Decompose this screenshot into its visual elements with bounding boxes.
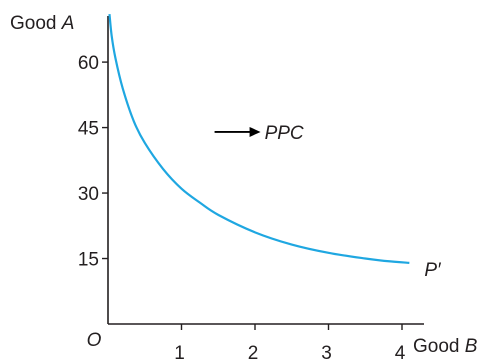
- y-axis-title-var: A: [61, 13, 75, 34]
- point-p-prime-label: P′: [424, 260, 442, 281]
- x-tick-label: 3: [321, 343, 332, 359]
- ppc-arrow-head: [249, 126, 261, 137]
- annotations: P P′ PPC: [91, 0, 442, 281]
- y-tick-label: 60: [78, 53, 99, 74]
- origin-label: O: [87, 330, 102, 351]
- ppc-curve-line: [108, 13, 410, 264]
- y-tick-label: 15: [78, 250, 99, 271]
- y-axis-title: Good A: [10, 13, 74, 34]
- ppc-label: PPC: [265, 123, 304, 144]
- y-tick-label: 30: [78, 184, 99, 205]
- x-tick-label: 2: [248, 343, 259, 359]
- x-tick-label: 4: [395, 343, 406, 359]
- point-p-label: P: [91, 0, 104, 4]
- y-axis-title-prefix: Good: [10, 13, 62, 34]
- x-axis-title-var: B: [465, 336, 478, 357]
- x-axis-title-prefix: Good: [413, 336, 465, 357]
- x-axis-title: Good B: [413, 336, 478, 357]
- ticks: 15 30 45 60 1 2 3 4 O: [78, 53, 406, 359]
- axes: [107, 16, 424, 325]
- x-tick-label: 1: [174, 343, 185, 359]
- y-tick-label: 45: [78, 119, 99, 140]
